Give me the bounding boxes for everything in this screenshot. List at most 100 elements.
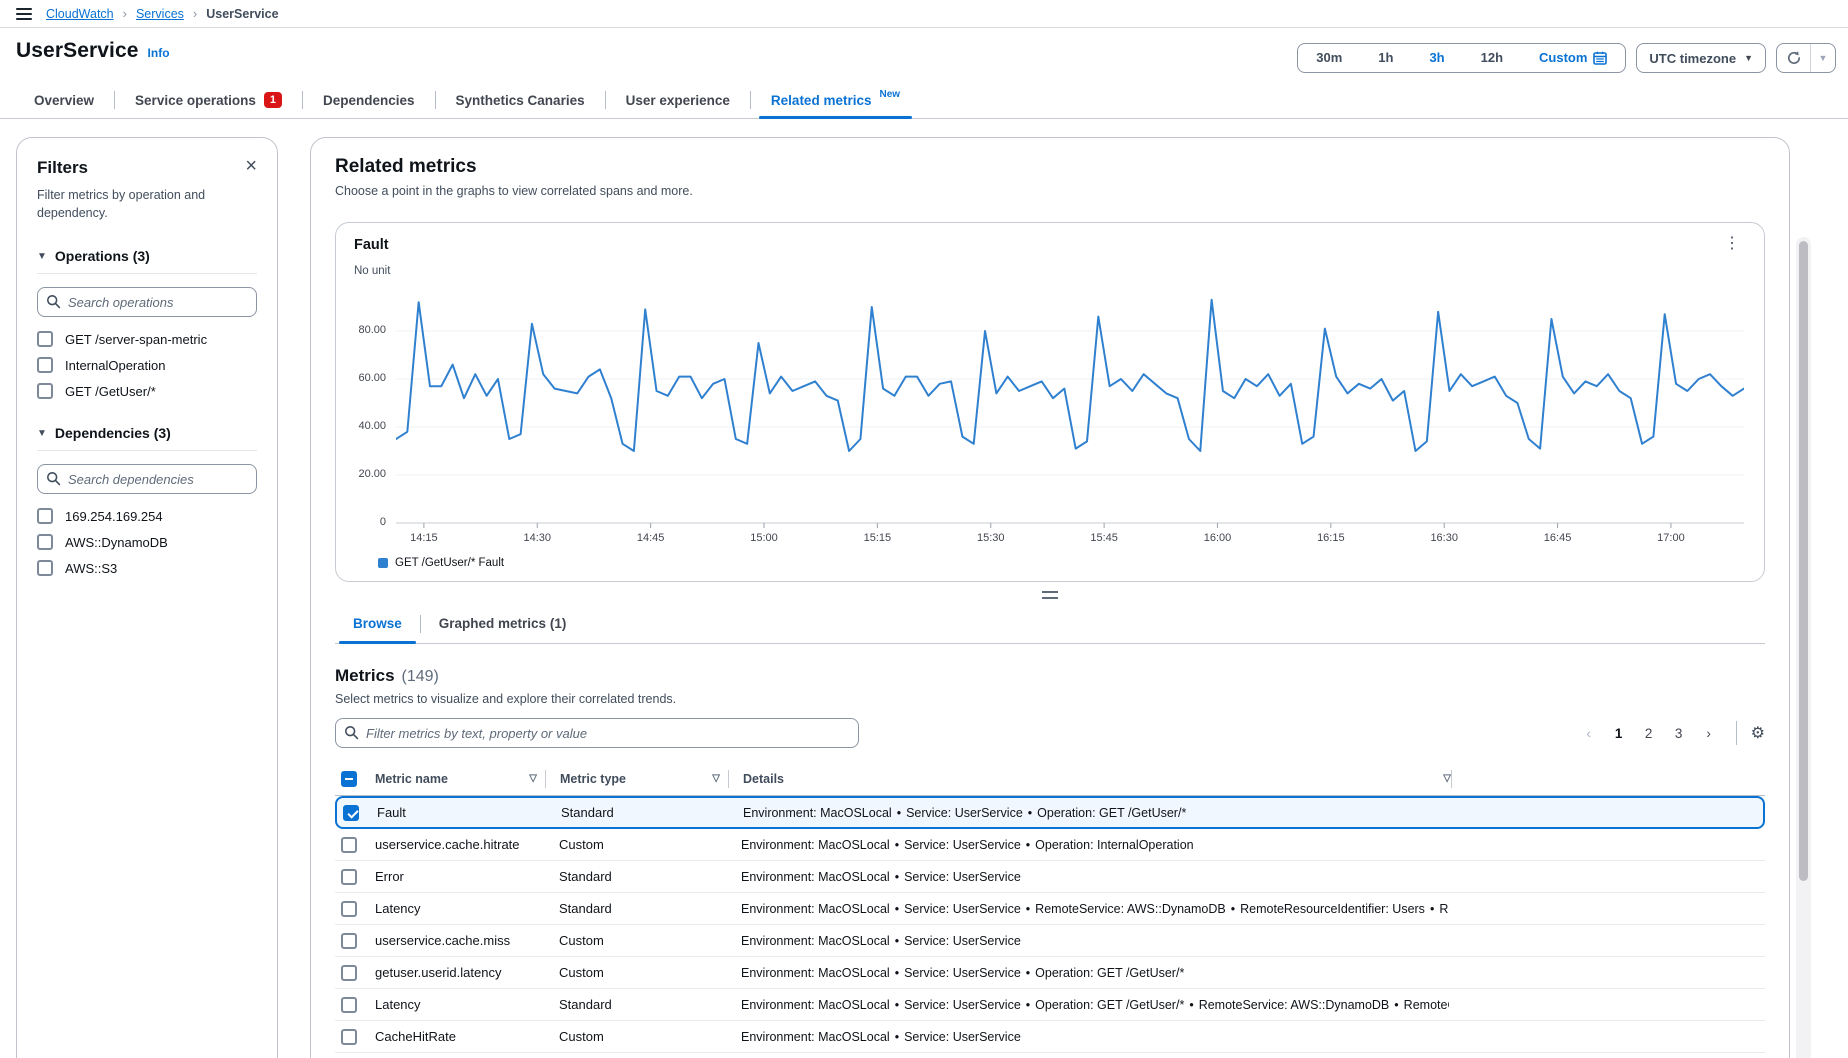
table-row[interactable]: Latency Standard Environment: MacOSLocal • S… (335, 989, 1765, 1021)
legend-label[interactable]: GET /GetUser/* Fault (395, 557, 505, 569)
filter-funnel-icon[interactable]: ▽ (529, 773, 537, 784)
page-button-3[interactable]: 3 (1674, 725, 1683, 741)
row-checkbox[interactable] (341, 836, 357, 853)
menu-icon[interactable] (16, 7, 32, 20)
table-row[interactable]: getuser.userid.latency Custom Environment:… (335, 957, 1765, 989)
next-page-button[interactable]: › (1706, 725, 1711, 741)
refresh-button[interactable] (1777, 44, 1810, 72)
column-header-details[interactable]: Details (743, 771, 784, 786)
detail-token-link[interactable]: RemoteService: AWS::DynamoDB (1035, 902, 1226, 916)
tab-dependencies[interactable]: Dependencies (303, 82, 435, 118)
resize-handle[interactable] (1042, 591, 1058, 599)
tab-overview[interactable]: Overview (14, 82, 114, 118)
time-range-30m[interactable]: 30m (1316, 50, 1343, 65)
row-checkbox[interactable] (341, 964, 357, 981)
detail-token-link[interactable]: RemoteOperation: Ge (1403, 998, 1449, 1012)
previous-page-button[interactable]: ‹ (1586, 725, 1591, 741)
time-range-3h[interactable]: 3h (1429, 50, 1445, 65)
tab-synthetics-canaries[interactable]: Synthetics Canaries (436, 82, 605, 118)
row-checkbox[interactable] (341, 932, 357, 949)
checkbox[interactable] (37, 331, 53, 348)
row-checkbox[interactable] (343, 804, 359, 821)
tab-service-operations[interactable]: Service operations 1 (115, 82, 302, 118)
tab-user-experience[interactable]: User experience (606, 82, 750, 118)
detail-token-link[interactable]: Service: UserService (904, 870, 1021, 884)
detail-token-link[interactable]: Service: UserService (904, 1030, 1021, 1044)
detail-token-link[interactable]: Environment: MacOSLocal (741, 998, 890, 1012)
tab-browse[interactable]: Browse (335, 604, 420, 644)
close-icon[interactable]: × (245, 155, 257, 177)
detail-token-link[interactable]: RemoteResourc (1439, 902, 1449, 916)
kebab-menu-icon[interactable]: ⋮ (1724, 235, 1740, 252)
checkbox[interactable] (37, 560, 53, 577)
table-row[interactable]: userservice.cache.hitrate Custom Environme… (335, 829, 1765, 861)
tab-graphed-metrics[interactable]: Graphed metrics (1) (421, 604, 585, 643)
fault-chart-plot[interactable]: 0 20.00 40.00 60.00 80.00 (354, 283, 1744, 529)
detail-token-link[interactable]: Environment: MacOSLocal (741, 870, 890, 884)
search-operations-input[interactable] (37, 287, 257, 318)
detail-token-link[interactable]: Environment: MacOSLocal (741, 902, 890, 916)
select-all-checkbox[interactable] (341, 770, 357, 787)
refresh-options-button[interactable]: ▼ (1810, 44, 1835, 72)
filter-funnel-icon[interactable]: ▽ (1443, 773, 1451, 784)
filter-checkbox-item[interactable]: GET /server-span-metric (37, 331, 257, 348)
table-row[interactable]: userservice.cache.miss Custom Environment:… (335, 925, 1765, 957)
time-range-1h[interactable]: 1h (1378, 50, 1394, 65)
fault-line-series[interactable] (396, 300, 1744, 451)
detail-token-link[interactable]: Environment: MacOSLocal (741, 934, 890, 948)
detail-token-link[interactable]: Environment: MacOSLocal (743, 806, 892, 820)
detail-token-link[interactable]: RemoteResourceIdentifier: Users (1240, 902, 1425, 916)
row-checkbox[interactable] (341, 900, 357, 917)
checkbox[interactable] (37, 357, 53, 374)
scrollbar-thumb[interactable] (1799, 241, 1808, 881)
detail-token-link[interactable]: Environment: MacOSLocal (741, 966, 890, 980)
vertical-scrollbar[interactable] (1796, 237, 1811, 1058)
breadcrumb-services[interactable]: Services (135, 6, 184, 21)
table-row[interactable]: Latency Standard Environment: MacOSLocal • S… (335, 893, 1765, 925)
table-row[interactable]: CacheHitRate Custom Environment: MacOSLoca… (335, 1021, 1765, 1053)
fault-line-chart[interactable] (396, 283, 1744, 529)
detail-token-link[interactable]: Operation: InternalOperation (1035, 838, 1194, 852)
checkbox[interactable] (37, 534, 53, 551)
detail-token-link[interactable]: Operation: GET /GetUser/* (1035, 998, 1185, 1012)
table-row[interactable]: Error Standard Environment: MacOSLocal • Ser… (335, 861, 1765, 893)
filter-funnel-icon[interactable]: ▽ (712, 773, 720, 784)
filter-metrics-input[interactable] (335, 718, 859, 748)
detail-token-link[interactable]: Service: UserService (904, 966, 1021, 980)
breadcrumb-cloudwatch[interactable]: CloudWatch (46, 6, 114, 21)
filter-checkbox-item[interactable]: AWS::DynamoDB (37, 534, 257, 551)
detail-token-link[interactable]: Service: UserService (904, 934, 1021, 948)
detail-token-link[interactable]: Service: UserService (906, 806, 1023, 820)
timezone-dropdown[interactable]: UTC timezone ▼ (1636, 43, 1766, 73)
info-link[interactable]: Info (147, 46, 170, 60)
detail-token-link[interactable]: Operation: GET /GetUser/* (1035, 966, 1185, 980)
checkbox[interactable] (37, 383, 53, 400)
detail-token-link[interactable]: Environment: MacOSLocal (741, 1030, 890, 1044)
detail-token-link[interactable]: Service: UserService (904, 902, 1021, 916)
search-dependencies-input[interactable] (37, 464, 257, 495)
filter-checkbox-item[interactable]: 169.254.169.254 (37, 508, 257, 525)
detail-token-link[interactable]: Service: UserService (904, 998, 1021, 1012)
filter-checkbox-item[interactable]: AWS::S3 (37, 560, 257, 577)
time-range-custom[interactable]: Custom (1521, 44, 1625, 72)
row-checkbox[interactable] (341, 996, 357, 1013)
row-checkbox[interactable] (341, 868, 357, 885)
checkbox[interactable] (37, 508, 53, 525)
tab-related-metrics[interactable]: Related metrics New (751, 82, 920, 119)
column-header-metric-type[interactable]: Metric type (560, 771, 626, 786)
dependencies-section-toggle[interactable]: ▼ Dependencies (3) (37, 425, 257, 441)
column-header-metric-name[interactable]: Metric name (375, 771, 448, 786)
page-button-2[interactable]: 2 (1644, 725, 1653, 741)
detail-token-link[interactable]: Operation: GET /GetUser/* (1037, 806, 1187, 820)
page-button-1[interactable]: 1 (1614, 725, 1623, 741)
detail-token-link[interactable]: RemoteService: AWS::DynamoDB (1198, 998, 1390, 1012)
operations-section-toggle[interactable]: ▼ Operations (3) (37, 248, 257, 264)
time-range-12h[interactable]: 12h (1480, 50, 1504, 65)
row-checkbox[interactable] (341, 1028, 357, 1045)
filter-checkbox-item[interactable]: GET /GetUser/* (37, 383, 257, 400)
detail-token-link[interactable]: Service: UserService (904, 838, 1021, 852)
settings-gear-icon[interactable]: ⚙ (1750, 725, 1765, 742)
filter-checkbox-item[interactable]: InternalOperation (37, 357, 257, 374)
